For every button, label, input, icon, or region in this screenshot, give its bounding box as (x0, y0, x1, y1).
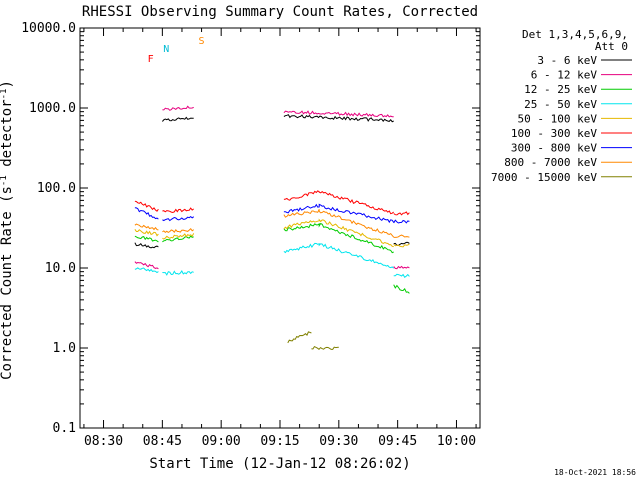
y-axis-label: Corrected Count Rate (s-1 detector-1) (0, 80, 15, 380)
series-segment (283, 110, 394, 118)
x-tick-label: 10:00 (437, 434, 476, 449)
series-segment (134, 235, 159, 243)
annotation-label-s: S (199, 36, 205, 47)
legend-label: 7000 - 15000 keV (491, 171, 597, 184)
series-segment (134, 200, 159, 212)
series-50-100-kev (134, 218, 410, 248)
series-segment (162, 227, 195, 234)
y-axis-label-end: ) (0, 80, 15, 88)
y-axis-label-main: Corrected Count Rate (s (0, 186, 15, 380)
x-tick-label: 09:15 (260, 434, 299, 449)
series-segment (283, 203, 395, 224)
series-7000-15000-kev (287, 331, 339, 350)
series-segment (287, 331, 312, 344)
plot-area: FN S (134, 36, 410, 350)
legend-title-line-1: Det 1,3,4,5,6,9, (522, 28, 628, 41)
series-25-50-kev (134, 242, 410, 279)
series-segment (393, 265, 410, 270)
series-800-7000-kev (134, 209, 410, 238)
series-segment (134, 207, 159, 220)
series-12-25-kev (134, 222, 410, 294)
series-segment (162, 207, 194, 214)
series-3-6-kev (134, 114, 410, 249)
series-segment (283, 114, 394, 123)
legend-label: 6 - 12 keV (531, 69, 598, 82)
series-6-12-kev (134, 105, 410, 270)
chart-title: RHESSI Observing Summary Count Rates, Co… (82, 4, 478, 20)
series-segment (283, 190, 395, 215)
series-segment (162, 235, 194, 243)
series-segment (393, 284, 410, 294)
plot-frame (79, 27, 481, 429)
legend-title-line-2: Att 0 (595, 40, 628, 53)
axes: 0.1 1.0 10.0 100.0 1000.0 10000.0 08:30 08:45 09… (21, 21, 481, 449)
y-axis-label-sup2: -1 (0, 89, 9, 100)
x-tick-label: 09:45 (378, 434, 417, 449)
x-tick-label: 09:30 (319, 434, 358, 449)
series-segment (162, 233, 195, 240)
footer-date: 18-Oct-2021 18:56 (554, 468, 636, 477)
y-tick-label: 1.0 (53, 341, 76, 356)
series-segment (134, 242, 159, 249)
y-tick-label: 10.0 (45, 261, 76, 276)
series-segment (283, 242, 395, 269)
legend-label: 3 - 6 keV (537, 54, 597, 67)
x-tick-label: 08:45 (143, 434, 182, 449)
series-segment (134, 267, 159, 274)
series-segment (162, 105, 194, 111)
series-segment (134, 261, 159, 270)
series-segment (283, 218, 394, 248)
series-segment (393, 273, 410, 279)
y-tick-label: 0.1 (53, 421, 76, 436)
series-segment (134, 229, 159, 237)
series-segment (393, 219, 410, 224)
series-segment (393, 241, 410, 246)
series-segment (162, 270, 194, 276)
series-segment (283, 209, 395, 238)
series-segment (162, 215, 195, 222)
y-tick-label: 10000.0 (21, 21, 76, 36)
legend-label: 300 - 800 keV (511, 142, 597, 155)
series-segment (134, 223, 159, 231)
series-segment (393, 211, 410, 216)
y-tick-label: 100.0 (37, 181, 76, 196)
y-axis-label-mid: detector (0, 99, 15, 175)
x-axis-label: Start Time (12-Jan-12 08:26:02) (149, 456, 410, 472)
series-segment (393, 243, 410, 248)
annotation-label-n: N (163, 44, 169, 55)
annotation-label-f: F (148, 54, 154, 65)
series-segment (162, 116, 194, 122)
legend-label: 100 - 300 keV (511, 127, 597, 140)
x-tick-label: 08:30 (84, 434, 123, 449)
legend-label: 50 - 100 keV (518, 112, 598, 125)
y-axis-label-sup: -1 (0, 175, 9, 186)
legend: Det 1,3,4,5,6,9, Att 0 3 - 6 keV 6 - 12 k… (491, 28, 632, 184)
series-300-800-kev (134, 203, 410, 224)
legend-label: 25 - 50 keV (524, 98, 597, 111)
series-100-300-kev (134, 190, 410, 216)
y-tick-label: 1000.0 (29, 101, 76, 116)
legend-label: 12 - 25 keV (524, 83, 597, 96)
x-tick-label: 09:00 (202, 434, 241, 449)
legend-label: 800 - 7000 keV (504, 156, 597, 169)
series-segment (393, 234, 410, 238)
series-segment (283, 222, 394, 254)
series-segment (311, 345, 339, 350)
